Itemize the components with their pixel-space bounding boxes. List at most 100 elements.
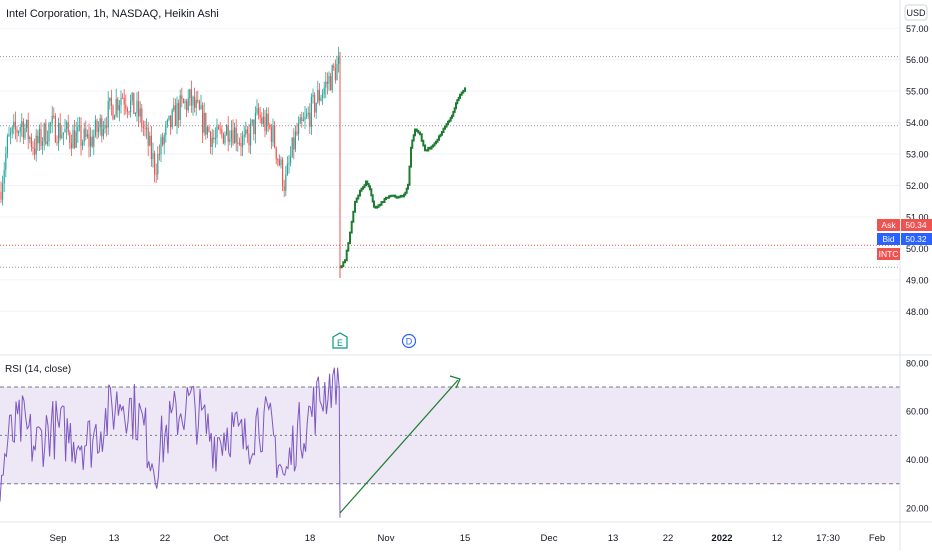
- candle-body: [96, 120, 98, 132]
- candle-body: [290, 156, 292, 164]
- time-tick-label: 17:30: [816, 533, 840, 544]
- candle-body: [245, 129, 247, 135]
- price-tick-label: 56.00: [906, 55, 929, 65]
- candle-body: [218, 126, 220, 130]
- dividend-marker[interactable]: D: [401, 333, 417, 349]
- rsi-axis[interactable]: 80.00 60.00 40.00 20.00: [906, 358, 929, 513]
- price-axis[interactable]: 57.00 56.00 55.00 54.00 53.00 52.00 51.00 50.00…: [906, 24, 929, 317]
- candle-body: [50, 123, 52, 125]
- candle-body: [38, 128, 40, 144]
- candle-body: [330, 75, 332, 91]
- candle-body: [86, 134, 88, 137]
- candle-body: [43, 123, 45, 142]
- candle-body: [246, 129, 248, 134]
- candle-body: [190, 89, 192, 106]
- candle-body: [46, 141, 48, 144]
- candle-body: [275, 147, 277, 160]
- price-tag-label-bg: [877, 248, 900, 260]
- candle-body: [301, 117, 303, 122]
- candle-body: [69, 132, 71, 143]
- candle-body: [155, 173, 157, 175]
- heikin-ashi-candles[interactable]: [0, 46, 340, 206]
- candle-body: [166, 119, 168, 125]
- candle-body: [152, 153, 154, 160]
- price-tick-label: 49.00: [906, 275, 929, 285]
- time-tick-label: 22: [663, 533, 674, 544]
- candle-body: [214, 137, 216, 140]
- candle-body: [285, 174, 287, 191]
- rsi-line[interactable]: [0, 367, 341, 518]
- candle-body: [309, 112, 311, 127]
- price-tick-label: 51.00: [906, 212, 929, 222]
- earnings-marker[interactable]: E: [332, 332, 348, 349]
- candle-body: [157, 154, 159, 175]
- candle-body: [170, 115, 172, 128]
- candle-body: [134, 113, 136, 115]
- candle-body: [242, 136, 244, 147]
- projection-path[interactable]: [340, 87, 466, 269]
- currency-badge[interactable]: [904, 4, 928, 21]
- candle-body: [14, 121, 16, 130]
- candle-body: [298, 123, 300, 135]
- candle-body: [283, 186, 285, 191]
- candle-body: [189, 89, 191, 99]
- candle-body: [83, 128, 85, 143]
- candle-body: [216, 126, 218, 138]
- candle-body: [45, 123, 47, 144]
- candle-body: [147, 127, 149, 146]
- candle-body: [262, 116, 264, 124]
- candle-body: [219, 129, 221, 131]
- candle-body: [93, 135, 95, 147]
- candle-body: [299, 117, 301, 124]
- earnings-icon: E: [337, 338, 343, 348]
- candle-body: [168, 115, 170, 120]
- candle-body: [6, 136, 8, 155]
- candle-body: [278, 159, 280, 166]
- candle-body: [90, 136, 92, 147]
- rsi-tick-label: 60.00: [906, 407, 929, 417]
- candle-body: [27, 119, 29, 140]
- candle-body: [126, 108, 128, 112]
- candle-body: [102, 128, 104, 137]
- candle-body: [192, 96, 194, 106]
- candle-body: [10, 132, 12, 135]
- candle-body: [58, 122, 60, 144]
- candle-body: [56, 142, 58, 144]
- candle-body: [282, 159, 284, 187]
- price-tag-value: 50.32: [905, 234, 927, 244]
- time-tick-label: 15: [460, 533, 471, 544]
- candle-body: [248, 133, 250, 146]
- candle-body: [32, 146, 34, 149]
- candle-body: [296, 131, 298, 135]
- candle-body: [51, 115, 53, 124]
- candle-body: [200, 105, 202, 110]
- candle-body: [104, 125, 106, 129]
- candle-body: [229, 138, 231, 142]
- candle-body: [29, 137, 31, 140]
- candle-body: [91, 136, 93, 147]
- candle-body: [16, 129, 18, 133]
- price-tick-label: 55.00: [906, 87, 929, 97]
- rsi-projection-arrow[interactable]: [339, 375, 461, 514]
- time-axis[interactable]: Sep 13 22 Oct 18 Nov 15 Dec 13 22 2022 12 17:30 Feb: [50, 533, 886, 544]
- candle-body: [182, 99, 184, 104]
- candle-body: [136, 100, 138, 114]
- price-level-lines: [0, 56, 900, 268]
- candle-body: [259, 115, 261, 118]
- candle-body: [59, 122, 61, 138]
- candle-body: [48, 123, 50, 142]
- price-tag-label-bg: [877, 233, 900, 245]
- candle-body: [181, 95, 183, 100]
- projection-line[interactable]: [340, 87, 466, 269]
- candle-body: [312, 94, 314, 97]
- price-tag-label: Bid: [882, 234, 895, 244]
- candle-body: [186, 101, 188, 111]
- candle-body: [226, 125, 228, 136]
- candle-body: [112, 105, 114, 120]
- candle-body: [208, 127, 210, 132]
- candle-body: [66, 122, 68, 129]
- rsi-series-line[interactable]: [0, 367, 341, 518]
- candle-body: [101, 118, 103, 137]
